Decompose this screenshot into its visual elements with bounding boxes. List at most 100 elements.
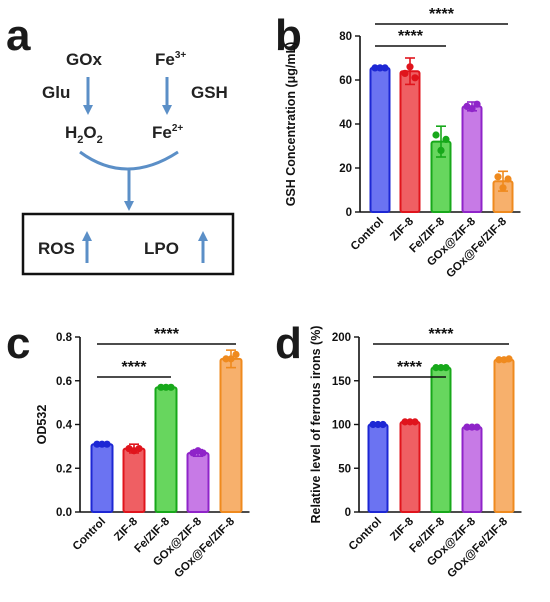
data-point <box>494 173 502 181</box>
y-axis-label: OD532 <box>35 405 49 445</box>
bar <box>493 358 515 513</box>
data-point <box>374 420 382 429</box>
data-point <box>473 100 481 108</box>
bar <box>461 426 483 513</box>
data-point <box>406 63 414 71</box>
data-point <box>222 355 230 363</box>
data-point <box>411 418 419 426</box>
data-point <box>135 444 143 453</box>
y-tick-label: 60 <box>339 75 352 87</box>
panel-label-a: a <box>6 11 31 60</box>
x-tick-label: GOx@Fe/ZIF-8 <box>172 515 237 580</box>
significance-label: **** <box>398 28 424 45</box>
chart-ferrous: 0 50 100 150 200 Relative level of ferrous ir… <box>309 326 522 580</box>
outcome-box <box>21 212 235 276</box>
y-tick-label: 0.8 <box>56 332 73 344</box>
y-tick-label: 50 <box>338 463 351 475</box>
data-point <box>442 364 450 372</box>
data-point <box>162 383 170 391</box>
y-tick-label: 200 <box>332 332 351 344</box>
data-point <box>468 423 476 431</box>
data-point <box>376 64 384 72</box>
y-tick-label: 40 <box>339 119 352 131</box>
data-point <box>437 146 445 154</box>
y-tick-label: 0.6 <box>56 376 72 388</box>
bar <box>219 357 243 513</box>
scheme-lpo: LPO <box>144 239 179 258</box>
significance-label: **** <box>397 359 423 376</box>
y-axis-label: GSH Concentration (μg/mL) <box>284 42 298 207</box>
significance-label: **** <box>154 326 180 343</box>
y-tick-label: 80 <box>339 31 352 43</box>
data-point <box>463 423 471 431</box>
data-point <box>442 135 450 143</box>
y-tick-label: 100 <box>332 420 351 432</box>
data-point <box>369 420 377 429</box>
data-point <box>411 74 419 82</box>
x-tick-label: Control <box>71 516 108 553</box>
scheme-ros: ROS <box>38 239 75 258</box>
significance-label: **** <box>122 359 148 376</box>
x-tick-label: GOx@Fe/ZIF-8 <box>445 515 510 580</box>
scheme-gox: GOx <box>66 50 102 69</box>
bar <box>367 423 389 513</box>
data-point <box>98 440 106 448</box>
y-tick-label: 0 <box>346 207 352 219</box>
data-point <box>468 105 476 113</box>
bar <box>399 420 421 513</box>
bar <box>461 105 483 213</box>
reaction-scheme: GOx Fe3+ Glu GSH H2O2 Fe2+ ROS LPO <box>21 50 235 276</box>
data-point <box>505 355 513 363</box>
data-point <box>499 184 507 192</box>
data-point <box>401 418 409 426</box>
significance-label: **** <box>429 6 455 23</box>
merge-curve <box>79 150 179 171</box>
y-tick-label: 0.0 <box>56 507 72 519</box>
data-point <box>103 440 111 448</box>
y-tick-label: 0.4 <box>56 420 73 432</box>
scheme-fe2: Fe2+ <box>152 123 183 142</box>
bar <box>186 451 210 513</box>
x-tick-label: ZIF-8 <box>388 215 416 243</box>
significance-label: **** <box>429 326 455 343</box>
scheme-fe3: Fe3+ <box>155 50 186 69</box>
bar <box>430 366 452 513</box>
data-point <box>199 449 207 457</box>
data-point <box>406 418 414 426</box>
panel-label-d: d <box>275 319 302 368</box>
bar <box>90 443 114 513</box>
x-tick-label: ZIF-8 <box>112 515 140 543</box>
scheme-gsh: GSH <box>191 83 228 102</box>
x-tick-label: Control <box>349 216 386 253</box>
scheme-glu: Glu <box>42 83 70 102</box>
data-point <box>432 131 440 139</box>
y-tick-label: 150 <box>332 376 351 388</box>
bar <box>399 70 421 213</box>
data-point <box>379 420 387 429</box>
data-point <box>495 356 503 364</box>
data-point <box>473 423 481 431</box>
data-point <box>157 383 165 391</box>
panel-label-c: c <box>6 319 30 368</box>
data-point <box>381 64 389 72</box>
y-tick-label: 20 <box>339 163 352 175</box>
data-point <box>432 364 440 372</box>
y-tick-label: 0 <box>345 507 351 519</box>
panel-label-b: b <box>275 11 302 60</box>
data-point <box>93 440 101 448</box>
bar <box>154 386 178 513</box>
y-axis-label: Relative level of ferrous irons (%) <box>309 326 323 524</box>
data-point <box>437 364 445 372</box>
data-point <box>504 175 512 183</box>
data-point <box>232 350 240 359</box>
y-tick-label: 0.2 <box>56 463 72 475</box>
bar <box>122 447 146 513</box>
bar <box>369 66 391 214</box>
data-point <box>371 64 379 72</box>
x-tick-label: Control <box>347 516 384 553</box>
data-point <box>227 355 235 363</box>
data-point <box>167 383 175 391</box>
x-tick-label: ZIF-8 <box>388 515 416 543</box>
